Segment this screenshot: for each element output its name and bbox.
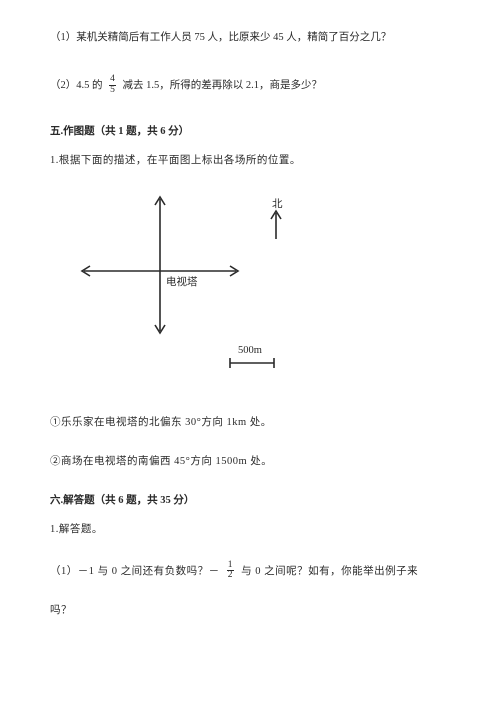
question-1: （1）某机关精简后有工作人员 75 人，比原来少 45 人，精简了百分之几？ [50, 30, 450, 47]
page: （1）某机关精简后有工作人员 75 人，比原来少 45 人，精简了百分之几？ （… [0, 0, 500, 707]
section-5-title: 五.作图题（共 1 题，共 6 分） [50, 124, 450, 141]
q2-after: 减去 1.5，所得的差再除以 2.1，商是多少？ [123, 80, 323, 91]
s6-sub1-a: （1）－1 与 0 之间还有负数吗？－ [50, 565, 220, 576]
q2-frac-den: 5 [109, 86, 116, 96]
q1-text: 某机关精简后有工作人员 75 人，比原来少 45 人，精简了百分之几？ [76, 32, 391, 43]
section-5-sub2: ②商场在电视塔的南偏西 45°方向 1500m 处。 [50, 454, 450, 471]
tv-tower-diagram: 电视塔 北 500m [50, 191, 310, 391]
north-label: 北 [272, 198, 283, 210]
q2-prefix: （2） [50, 80, 76, 91]
section-6-title: 六.解答题（共 6 题，共 35 分） [50, 493, 450, 510]
section-5-q1: 1.根据下面的描述，在平面图上标出各场所的位置。 [50, 153, 450, 170]
s6-sub1-b: 与 0 之间呢？如有，你能举出例子来 [241, 565, 418, 576]
section-5-sub1: ①乐乐家在电视塔的北偏东 30°方向 1km 处。 [50, 415, 450, 432]
q2-before: 4.5 的 [76, 80, 102, 91]
section-6-sub1-line2: 吗？ [50, 603, 450, 620]
diagram-wrapper: 电视塔 北 500m [50, 191, 450, 391]
q1-prefix: （1） [50, 32, 76, 43]
s6-sub1-fraction: 1 2 [227, 561, 234, 582]
s6-sub1-frac-den: 2 [227, 571, 234, 581]
center-label: 电视塔 [166, 275, 198, 288]
scale-label: 500m [238, 345, 262, 356]
q2-fraction: 4 5 [109, 75, 116, 96]
section-6-sub1-line1: （1）－1 与 0 之间还有负数吗？－ 1 2 与 0 之间呢？如有，你能举出例… [50, 561, 450, 582]
question-2: （2）4.5 的 4 5 减去 1.5，所得的差再除以 2.1，商是多少？ [50, 75, 450, 96]
section-6-q1: 1.解答题。 [50, 522, 450, 539]
